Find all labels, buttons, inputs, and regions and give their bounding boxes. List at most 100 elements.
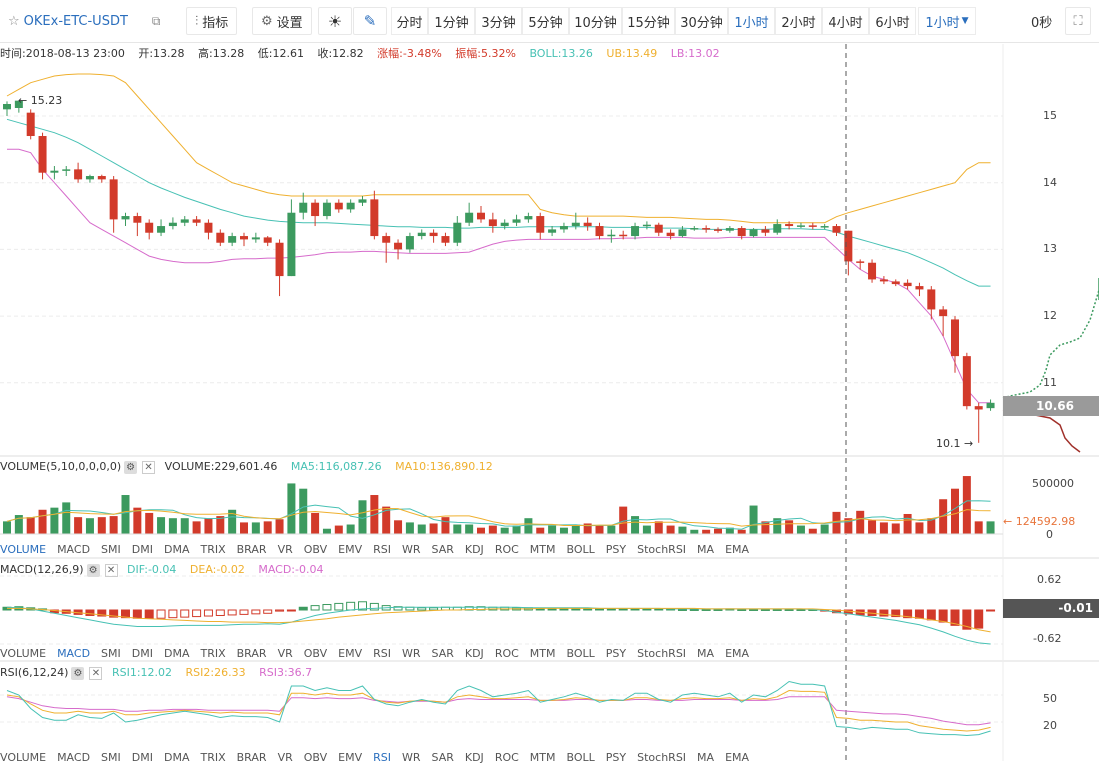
macd-tab-ema[interactable]: EMA	[725, 647, 750, 660]
period-tab-10[interactable]: 6小时	[869, 7, 916, 35]
rsi-close-icon[interactable]: ✕	[89, 666, 103, 680]
vol-tab-wr[interactable]: WR	[401, 543, 421, 556]
fullscreen-button[interactable]: ⛶	[1065, 7, 1091, 35]
macd-tab-smi[interactable]: SMI	[101, 647, 121, 660]
indicators-button[interactable]: ⫶ 指标	[186, 7, 238, 35]
period-tab-0[interactable]: 分时	[391, 7, 428, 35]
candle-body	[951, 319, 959, 357]
rsi-tab-mtm[interactable]: MTM	[529, 751, 556, 764]
rsi-tab-emv[interactable]: EMV	[338, 751, 363, 764]
rsi-tab-dmi[interactable]: DMI	[131, 751, 153, 764]
vol-tab-psy[interactable]: PSY	[605, 543, 627, 556]
volume-gear-icon[interactable]: ⚙	[124, 460, 138, 474]
macd-tab-wr[interactable]: WR	[401, 647, 421, 660]
vol-tab-kdj[interactable]: KDJ	[464, 543, 484, 556]
macd-close-icon[interactable]: ✕	[104, 563, 118, 577]
volume-bar	[678, 526, 687, 534]
macd-gear-icon[interactable]: ⚙	[86, 563, 100, 577]
vol-tab-mtm[interactable]: MTM	[529, 543, 556, 556]
period-tab-6[interactable]: 30分钟	[675, 7, 728, 35]
candle-body	[50, 170, 59, 173]
vol-tab-boll[interactable]: BOLL	[566, 543, 595, 556]
rsi-tab-dma[interactable]: DMA	[163, 751, 190, 764]
macd-tab-roc[interactable]: ROC	[494, 647, 519, 660]
rsi-tab-wr[interactable]: WR	[401, 751, 421, 764]
vol-tab-volume[interactable]: VOLUME	[0, 543, 47, 556]
rsi-tab-roc[interactable]: ROC	[494, 751, 519, 764]
macd-hist-bar	[926, 609, 936, 621]
rsi-tab-rsi[interactable]: RSI	[373, 751, 391, 764]
rsi-tab-kdj[interactable]: KDJ	[464, 751, 484, 764]
rsi-tab-stochrsi[interactable]: StochRSI	[637, 751, 687, 764]
interval-dropdown[interactable]: 1小时 ▼	[918, 7, 976, 35]
candle-body	[228, 236, 237, 243]
macd-tab-vr[interactable]: VR	[277, 647, 293, 660]
rsi-tab-ma[interactable]: MA	[697, 751, 715, 764]
settings-button[interactable]: ⚙ 设置	[252, 7, 312, 35]
macd-tab-volume[interactable]: VOLUME	[0, 647, 47, 660]
draw-tool-button[interactable]: ✎	[353, 7, 387, 35]
period-tab-7[interactable]: 1小时	[728, 7, 775, 35]
rsi-tab-trix[interactable]: TRIX	[200, 751, 226, 764]
period-tab-4[interactable]: 10分钟	[569, 7, 622, 35]
rsi-tab-boll[interactable]: BOLL	[566, 751, 595, 764]
macd-tab-macd[interactable]: MACD	[57, 647, 91, 660]
vol-tab-rsi[interactable]: RSI	[373, 543, 391, 556]
candle-body	[204, 222, 213, 233]
volume-bar	[477, 527, 485, 534]
macd-tab-stochrsi[interactable]: StochRSI	[637, 647, 687, 660]
external-link-icon[interactable]: ⧉	[151, 13, 161, 28]
star-icon[interactable]: ☆	[8, 13, 20, 29]
macd-tab-emv[interactable]: EMV	[338, 647, 363, 660]
candle-body	[441, 236, 450, 243]
macd-tab-dmi[interactable]: DMI	[131, 647, 153, 660]
macd-tab-sar[interactable]: SAR	[431, 647, 454, 660]
rsi-tab-psy[interactable]: PSY	[605, 751, 627, 764]
rsi-tab-sar[interactable]: SAR	[431, 751, 454, 764]
vol-tab-dmi[interactable]: DMI	[131, 543, 153, 556]
macd-tab-brar[interactable]: BRAR	[236, 647, 267, 660]
vol-tab-trix[interactable]: TRIX	[200, 543, 226, 556]
rsi-tab-vr[interactable]: VR	[277, 751, 293, 764]
theme-toggle-button[interactable]: ☀	[318, 7, 352, 35]
period-tab-5[interactable]: 15分钟	[622, 7, 675, 35]
rsi-tab-smi[interactable]: SMI	[101, 751, 121, 764]
macd-tab-psy[interactable]: PSY	[605, 647, 627, 660]
period-tab-3[interactable]: 5分钟	[522, 7, 569, 35]
macd-tab-rsi[interactable]: RSI	[373, 647, 391, 660]
rsi-tab-ema[interactable]: EMA	[725, 751, 750, 764]
vol-tab-obv[interactable]: OBV	[303, 543, 328, 556]
vol-tab-sar[interactable]: SAR	[431, 543, 454, 556]
vol-tab-dma[interactable]: DMA	[163, 543, 190, 556]
rsi-tab-brar[interactable]: BRAR	[236, 751, 267, 764]
vol-tab-vr[interactable]: VR	[277, 543, 293, 556]
macd-tab-boll[interactable]: BOLL	[566, 647, 595, 660]
vol-tab-ma[interactable]: MA	[697, 543, 715, 556]
macd-tab-mtm[interactable]: MTM	[529, 647, 556, 660]
period-tab-1[interactable]: 1分钟	[428, 7, 475, 35]
period-tab-2[interactable]: 3分钟	[475, 7, 522, 35]
symbol-selector[interactable]: ☆ OKEx-ETC-USDT ⧉	[8, 7, 160, 35]
rsi-tab-obv[interactable]: OBV	[303, 751, 328, 764]
period-tab-9[interactable]: 4小时	[822, 7, 869, 35]
macd-hist-bar	[85, 609, 95, 616]
candle-body	[702, 228, 711, 230]
macd-tab-trix[interactable]: TRIX	[200, 647, 226, 660]
vol-tab-roc[interactable]: ROC	[494, 543, 519, 556]
rsi-gear-icon[interactable]: ⚙	[71, 666, 85, 680]
vol-tab-brar[interactable]: BRAR	[236, 543, 267, 556]
period-tab-8[interactable]: 2小时	[775, 7, 822, 35]
rsi-tab-macd[interactable]: MACD	[57, 751, 91, 764]
vol-tab-ema[interactable]: EMA	[725, 543, 750, 556]
volume-close-icon[interactable]: ✕	[142, 460, 156, 474]
macd-tab-kdj[interactable]: KDJ	[464, 647, 484, 660]
vol-tab-emv[interactable]: EMV	[338, 543, 363, 556]
vol-tab-stochrsi[interactable]: StochRSI	[637, 543, 687, 556]
rsi-tab-volume[interactable]: VOLUME	[0, 751, 47, 764]
macd-tab-dma[interactable]: DMA	[163, 647, 190, 660]
macd-tab-ma[interactable]: MA	[697, 647, 715, 660]
vol-tab-smi[interactable]: SMI	[101, 543, 121, 556]
macd-tab-obv[interactable]: OBV	[303, 647, 328, 660]
vol-tab-macd[interactable]: MACD	[57, 543, 91, 556]
